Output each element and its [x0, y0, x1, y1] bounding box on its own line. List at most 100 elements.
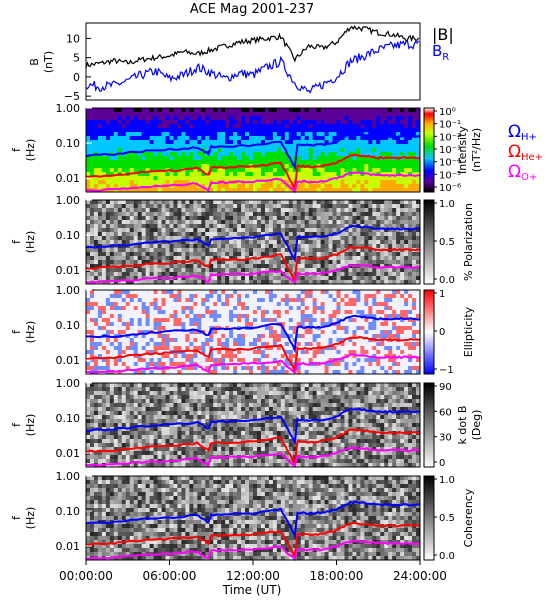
heatmap-cell: [300, 268, 306, 273]
heatmap-cell: [101, 294, 107, 299]
heatmap-cell: [249, 148, 254, 153]
heatmap-cell: [165, 342, 170, 347]
heatmap-cell: [344, 302, 349, 307]
heatmap-cell: [328, 294, 333, 299]
heatmap-cell: [296, 322, 302, 327]
heatmap-cell: [268, 350, 274, 355]
heatmap-cell: [93, 136, 99, 141]
heatmap-cell: [272, 350, 278, 355]
heatmap-cell: [276, 330, 282, 335]
heatmap-cell: [292, 236, 298, 241]
heatmap-cell: [177, 208, 182, 213]
heatmap-cell: [101, 326, 107, 331]
heatmap-cell: [201, 346, 206, 351]
heatmap-cell: [209, 136, 214, 141]
heatmap-cell: [320, 322, 325, 327]
heatmap-cell: [97, 112, 103, 117]
heatmap-cell: [416, 116, 421, 121]
heatmap-cell: [264, 362, 270, 367]
heatmap-cell: [241, 172, 246, 177]
heatmap-cell: [121, 248, 127, 253]
heatmap-cell: [312, 112, 318, 117]
heatmap-cell: [296, 120, 302, 125]
heatmap-cell: [328, 164, 333, 169]
heatmap-cell: [237, 160, 242, 165]
heatmap-cell: [344, 298, 349, 303]
heatmap-cell: [197, 358, 202, 363]
heatmap-cell: [416, 208, 421, 213]
heatmap-cell: [233, 350, 238, 355]
heatmap-cell: [201, 322, 206, 327]
heatmap-cell: [245, 116, 250, 121]
heatmap-cell: [213, 366, 218, 371]
heatmap-cell: [392, 152, 397, 157]
heatmap-cell: [304, 294, 310, 299]
heatmap-cell: [125, 314, 131, 319]
heatmap-cell: [101, 366, 107, 371]
heatmap-cell: [412, 276, 417, 281]
heatmap-cell: [324, 204, 329, 209]
heatmap-cell: [173, 354, 178, 359]
heatmap-cell: [149, 280, 154, 285]
heatmap-cell: [229, 156, 234, 161]
heatmap-cell: [316, 260, 321, 265]
heatmap-cell: [217, 358, 222, 363]
heatmap-cell: [117, 326, 123, 331]
heatmap-cell: [89, 338, 95, 343]
heatmap-cell: [209, 228, 214, 233]
heatmap-cell: [368, 272, 373, 277]
heatmap-cell: [169, 212, 174, 217]
heatmap-cell: [288, 132, 294, 137]
heatmap-cell: [388, 220, 393, 225]
heatmap-cell: [177, 152, 182, 157]
heatmap-cell: [121, 318, 127, 323]
heatmap-cell: [129, 334, 135, 339]
heatmap-cell: [288, 240, 294, 245]
heatmap-cell: [225, 108, 230, 113]
heatmap-cell: [288, 216, 294, 221]
heatmap-cell: [149, 208, 154, 213]
heatmap-cell: [312, 240, 318, 245]
heatmap-cell: [181, 156, 186, 161]
heatmap-cell: [380, 132, 385, 137]
heatmap-cell: [408, 132, 413, 137]
heatmap-cell: [340, 362, 345, 367]
heatmap-cell: [93, 268, 99, 273]
heatmap-cell: [121, 350, 127, 355]
heatmap-cell: [253, 252, 258, 257]
heatmap-cell: [237, 322, 242, 327]
heatmap-cell: [129, 248, 135, 253]
heatmap-cell: [221, 188, 226, 193]
heatmap-cell: [260, 306, 266, 311]
heatmap-cell: [288, 310, 294, 315]
heatmap-cell: [404, 260, 409, 265]
heatmap-cell: [177, 322, 182, 327]
heatmap-cell: [205, 236, 210, 241]
heatmap-cell: [209, 306, 214, 311]
heatmap-cell: [205, 248, 210, 253]
heatmap-cell: [193, 276, 198, 281]
heatmap-cell: [264, 120, 270, 125]
heatmap-cell: [300, 184, 306, 189]
heatmap-cell: [161, 302, 166, 307]
heatmap-cell: [408, 280, 413, 285]
heatmap-cell: [245, 294, 250, 299]
heatmap-cell: [320, 124, 325, 129]
heatmap-cell: [320, 362, 325, 367]
heatmap-cell: [344, 132, 349, 137]
heatmap-cell: [284, 342, 290, 347]
heatmap-cell: [348, 200, 353, 205]
heatmap-cell: [272, 366, 278, 371]
heatmap-cell: [173, 220, 178, 225]
heatmap-cell: [125, 124, 131, 129]
heatmap-cell: [89, 322, 95, 327]
heatmap-cell: [384, 128, 389, 133]
heatmap-cell: [117, 216, 123, 221]
heatmap-cell: [109, 252, 115, 257]
heatmap-cell: [388, 136, 393, 141]
heatmap-cell: [109, 248, 115, 253]
heatmap-cell: [89, 184, 95, 189]
heatmap-cell: [209, 256, 214, 261]
heatmap-cell: [169, 334, 174, 339]
